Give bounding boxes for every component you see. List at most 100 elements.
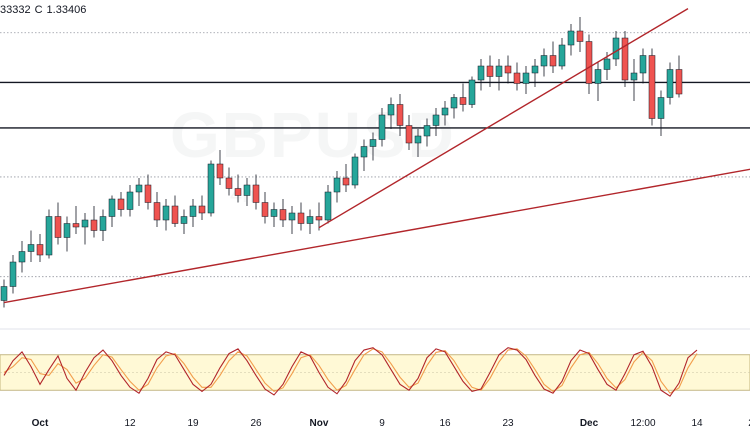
candle-body xyxy=(324,191,332,221)
x-tick-label: 19 xyxy=(187,418,199,429)
candle-body xyxy=(612,37,620,60)
x-axis: Oct 12 19 26 Nov 9 16 23 Dec 12:00 14 2 xyxy=(32,418,750,429)
candle xyxy=(423,118,431,147)
candle xyxy=(486,55,494,87)
candle-body xyxy=(405,125,413,144)
x-tick-label: Nov xyxy=(310,418,329,429)
candle-body xyxy=(81,219,89,228)
candle xyxy=(288,206,296,234)
candle-body xyxy=(9,261,17,287)
candle-body xyxy=(144,184,152,203)
candle-body xyxy=(477,65,485,81)
candle-body xyxy=(504,65,512,74)
candle xyxy=(378,108,386,147)
candle-body xyxy=(549,55,557,67)
candle xyxy=(396,94,404,136)
candle-body xyxy=(585,41,593,84)
ohlc-readout: 33332 C 1.33406 xyxy=(0,4,90,16)
candle xyxy=(279,199,287,227)
trendline xyxy=(3,168,750,304)
candle xyxy=(135,178,143,206)
candle xyxy=(207,160,215,217)
candle-body xyxy=(63,223,71,238)
candle xyxy=(594,62,602,101)
candle-body xyxy=(558,44,566,67)
candle-body xyxy=(162,205,170,221)
candle xyxy=(180,209,188,234)
candle-body xyxy=(54,216,62,238)
candle xyxy=(630,59,638,101)
candle xyxy=(576,17,584,52)
candle xyxy=(387,97,395,129)
candle xyxy=(459,83,467,112)
candle-body xyxy=(234,188,242,196)
candle-body xyxy=(45,216,53,256)
candle-body xyxy=(441,107,449,116)
candle-body xyxy=(657,97,665,119)
candle xyxy=(243,178,251,206)
candle xyxy=(216,150,224,185)
candle-body xyxy=(72,223,80,228)
candle xyxy=(81,213,89,245)
candle xyxy=(585,34,593,94)
candle xyxy=(531,59,539,87)
x-tick-label: 16 xyxy=(439,418,451,429)
candle xyxy=(495,59,503,91)
candle-body xyxy=(18,251,26,263)
candle-body xyxy=(666,69,674,98)
candle-body xyxy=(216,163,224,179)
candle xyxy=(324,185,332,224)
x-tick-label: Dec xyxy=(580,418,599,429)
candle-body xyxy=(171,205,179,224)
candle xyxy=(648,48,656,126)
x-tick-label: 23 xyxy=(502,418,514,429)
candle xyxy=(45,209,53,259)
candle xyxy=(549,41,557,73)
candle xyxy=(72,206,80,234)
candle-body xyxy=(279,209,287,221)
candle-body xyxy=(126,191,134,210)
candle xyxy=(522,66,530,94)
candle-body xyxy=(603,58,611,70)
candle-body xyxy=(252,184,260,203)
candle xyxy=(468,76,476,108)
candle-body xyxy=(378,114,386,140)
candle-body xyxy=(387,104,395,116)
trendlines-layer[interactable] xyxy=(3,7,750,304)
candle-body xyxy=(567,30,575,46)
candle-body xyxy=(450,97,458,109)
candle xyxy=(306,209,314,234)
candle-body xyxy=(540,55,548,67)
candle xyxy=(477,59,485,91)
candle xyxy=(675,55,683,98)
candle-body xyxy=(189,205,197,217)
candle xyxy=(90,206,98,238)
candle xyxy=(270,202,278,227)
candle-body xyxy=(513,72,521,84)
candle-body xyxy=(342,177,350,186)
candle-body xyxy=(180,216,188,224)
candle xyxy=(612,31,620,66)
candle xyxy=(567,24,575,56)
candle-body xyxy=(621,37,629,81)
candle-body xyxy=(639,55,647,74)
candle-body xyxy=(423,125,431,137)
candle-body xyxy=(486,65,494,77)
candle xyxy=(558,38,566,70)
readout-value: 33332 xyxy=(0,4,31,16)
candle-body xyxy=(117,198,125,210)
x-tick-label: 9 xyxy=(379,418,385,429)
candle-body xyxy=(288,212,296,221)
candle-body xyxy=(225,177,233,189)
candle-body xyxy=(594,69,602,84)
candle-body xyxy=(261,202,269,217)
candle xyxy=(666,62,674,105)
candle xyxy=(144,174,152,210)
candle xyxy=(405,115,413,150)
candle-body xyxy=(360,146,368,158)
candle-body xyxy=(459,97,467,105)
candle xyxy=(333,171,341,203)
candle xyxy=(171,195,179,227)
candle-body xyxy=(270,209,278,217)
